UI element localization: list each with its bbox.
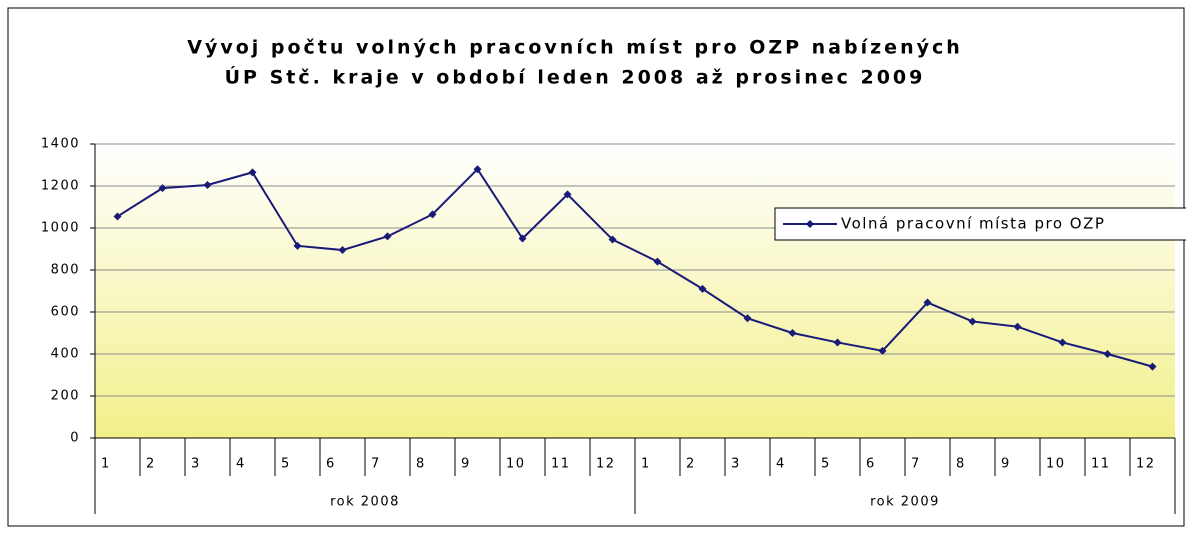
x-tick-label: 8 [956,457,966,472]
data-point [923,298,932,307]
y-tick-label: 0 [70,431,80,446]
y-tick-label: 1000 [41,221,80,236]
x-tick-label: 1 [641,457,651,472]
x-tick-label: 3 [731,457,741,472]
data-point [203,180,212,189]
x-tick-label: 10 [506,457,526,472]
data-point [563,190,572,199]
x-tick-label: 9 [1001,457,1011,472]
y-tick-label: 400 [51,347,80,362]
x-tick-label: 7 [371,457,381,472]
data-point [158,184,167,193]
x-tick-label: 12 [596,457,616,472]
data-point [653,257,662,266]
x-tick-label: 6 [866,457,876,472]
data-point [113,212,122,221]
x-tick-label: 7 [911,457,921,472]
data-point [878,346,887,355]
legend-marker [806,220,814,228]
data-point [428,210,437,219]
data-point [788,329,797,337]
x-tick-label: 1 [101,457,111,472]
data-point [698,284,707,293]
chart-title: ÚP Stč. kraje v období leden 2008 až pro… [225,65,926,89]
data-point [518,234,527,243]
y-tick-label: 600 [51,305,80,320]
data-point [968,317,977,326]
legend-label: Volná pracovní místa pro OZP [841,215,1105,233]
data-point [248,168,257,177]
group-label: rok 2008 [330,495,400,510]
x-tick-label: 11 [1091,457,1111,472]
data-point [833,338,842,347]
group-label: rok 2009 [870,495,940,510]
series-line [116,167,1153,368]
data-point [1013,322,1022,331]
data-point [338,246,347,255]
x-tick-label: 2 [686,457,696,472]
x-tick-label: 6 [326,457,336,472]
data-point [473,165,482,174]
data-point [1103,350,1112,358]
x-tick-label: 8 [416,457,426,472]
plot-area [95,144,1175,438]
x-tick-label: 2 [146,457,156,472]
data-point [608,235,617,244]
data-point [383,232,392,241]
y-tick-label: 200 [51,389,80,404]
x-tick-label: 4 [236,457,246,472]
x-tick-label: 10 [1046,457,1066,472]
x-tick-label: 3 [191,457,201,472]
y-tick-label: 1400 [41,137,80,152]
data-point [1148,362,1157,371]
data-point [743,314,752,323]
x-tick-label: 5 [821,457,831,472]
y-tick-label: 1200 [41,179,80,194]
y-tick-label: 800 [51,263,80,278]
data-point [293,241,302,250]
x-tick-label: 5 [281,457,291,472]
data-point [1058,338,1067,347]
x-tick-label: 9 [461,457,471,472]
legend-box [774,207,1186,241]
x-tick-label: 11 [551,457,571,472]
x-tick-label: 12 [1136,457,1156,472]
x-tick-label: 4 [776,457,786,472]
chart-title: Vývoj počtu volných pracovních míst pro … [187,37,963,59]
